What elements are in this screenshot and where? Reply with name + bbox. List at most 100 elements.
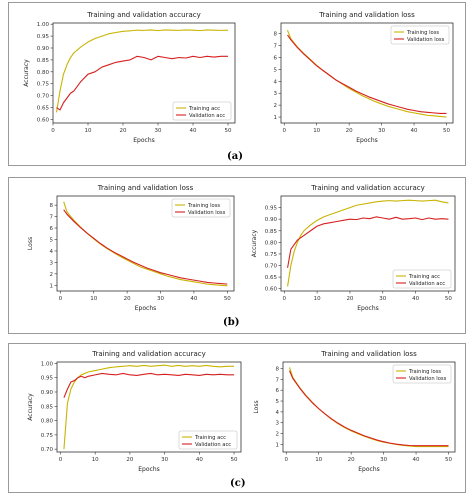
x-tick-label: 40: [196, 457, 203, 463]
chart-title: Training and validation loss: [318, 11, 415, 19]
y-axis-label: Loss: [27, 237, 34, 250]
legend-label: Training loss: [187, 203, 220, 209]
chart-title: Training and validation loss: [97, 184, 194, 192]
y-tick-label: 0.65: [265, 275, 278, 281]
x-tick-label: 10: [90, 296, 97, 302]
y-tick-label: 0.85: [41, 404, 54, 410]
x-tick-label: 50: [445, 296, 452, 302]
x-tick-label: 10: [313, 128, 320, 134]
panel-label-c: (c): [230, 478, 246, 489]
x-tick-label: 50: [443, 128, 450, 134]
legend-label: Training loss: [406, 30, 439, 36]
panel-label-a: (a): [227, 151, 243, 162]
y-tick-label: 4: [50, 249, 54, 255]
x-tick-label: 10: [85, 128, 92, 134]
x-tick-label: 40: [411, 128, 418, 134]
legend-box: [392, 364, 452, 384]
y-tick-label: 0.75: [41, 433, 54, 439]
y-tick-label: 0.80: [41, 419, 54, 425]
y-tick-label: 0.70: [37, 94, 50, 100]
y-tick-label: 4: [276, 410, 280, 416]
legend-label: Validation loss: [407, 37, 445, 43]
y-tick-label: 0.90: [41, 390, 54, 396]
series-line-training-acc: [287, 199, 449, 287]
chart-title: Training and validation accuracy: [310, 184, 425, 192]
legend-label: Validation loss: [409, 376, 447, 382]
y-axis-label: Accuracy: [27, 393, 34, 421]
x-tick-label: 50: [225, 128, 232, 134]
series-line-validation-acc: [287, 216, 449, 268]
chart-title: Training and validation loss: [320, 350, 417, 358]
x-axis-label: Epochs: [133, 137, 155, 144]
panel-c: Training and validation accuracy 0 10 20 30 4…: [8, 343, 466, 493]
x-tick-label: 30: [157, 296, 164, 302]
y-tick-label: 2: [276, 432, 280, 438]
y-tick-label: 0.60: [37, 117, 50, 123]
legend-box: [178, 430, 238, 450]
y-tick-label: 2: [50, 272, 54, 278]
legend-label: Training acc: [194, 435, 226, 441]
panel-a: Training and validation accuracy 0 10 20 30 4…: [8, 2, 466, 166]
y-tick-label: 0.95: [37, 34, 50, 40]
x-tick-label: 20: [346, 128, 353, 134]
legend-box: [172, 101, 232, 121]
y-tick-label: 0.75: [265, 252, 278, 258]
x-tick-label: 20: [124, 296, 131, 302]
y-tick-label: 3: [50, 260, 54, 266]
plot-frame: [280, 22, 454, 124]
y-tick-label: 8: [274, 32, 278, 38]
y-tick-label: 8: [276, 367, 280, 373]
x-tick-label: 20: [120, 128, 127, 134]
y-tick-label: 1: [274, 115, 278, 121]
loss-chart-b: Training and validation loss 0 10 20 30 40 50 1…: [27, 184, 235, 312]
y-tick-label: 1.00: [41, 361, 54, 367]
x-axis-label: Epochs: [358, 466, 380, 473]
legend-box: [392, 269, 452, 289]
y-tick-label: 0.90: [37, 46, 50, 52]
y-tick-label: 1: [276, 442, 280, 448]
accuracy-chart-c: Training and validation accuracy 0 10 20 30 4…: [27, 350, 242, 473]
legend-label: Training acc: [408, 274, 440, 280]
x-tick-label: 10: [315, 457, 322, 463]
legend-box: [390, 25, 450, 45]
x-tick-label: 30: [161, 457, 168, 463]
plot-frame: [56, 361, 242, 453]
y-tick-label: 5: [50, 237, 54, 243]
x-tick-label: 20: [346, 296, 353, 302]
x-axis-label: Epochs: [138, 466, 160, 473]
x-tick-label: 40: [413, 457, 420, 463]
series-line-validation-loss: [287, 34, 447, 115]
y-tick-label: 6: [276, 388, 280, 394]
y-tick-label: 4: [274, 79, 278, 85]
y-tick-label: 0.95: [41, 376, 54, 382]
panel-label-b: (b): [223, 317, 240, 328]
y-tick-label: 0.85: [265, 229, 278, 235]
legend-label: Validation acc: [409, 281, 445, 287]
y-tick-label: 3: [276, 421, 280, 427]
y-tick-label: 5: [276, 399, 280, 405]
loss-chart-c: Training and validation loss 0 10 20 30 40 50 1…: [253, 350, 456, 473]
x-tick-label: 50: [224, 296, 231, 302]
x-tick-label: 10: [314, 296, 321, 302]
y-tick-label: 0.80: [37, 70, 50, 76]
series-line-validation-loss: [63, 209, 228, 285]
legend-label: Validation acc: [189, 113, 225, 119]
y-tick-label: 6: [50, 226, 54, 232]
x-tick-label: 30: [378, 128, 385, 134]
series-line-validation-acc: [63, 372, 235, 398]
y-tick-label: 0.90: [265, 217, 278, 223]
legend-label: Validation acc: [195, 442, 231, 448]
y-tick-label: 7: [276, 377, 280, 383]
x-axis-label: Epochs: [356, 137, 378, 144]
chart-title: Training and validation accuracy: [91, 350, 206, 358]
series-line-validation-loss: [288, 370, 449, 447]
legend-label: Validation loss: [188, 210, 226, 216]
x-tick-label: 30: [155, 128, 162, 134]
legend-label: Training acc: [188, 106, 220, 112]
y-axis-label: Accuracy: [251, 229, 258, 257]
panel-b: Training and validation loss 0 10 20 30 40 50 1…: [8, 177, 466, 334]
y-tick-label: 0.80: [265, 240, 278, 246]
loss-chart-a: Training and validation loss 0 10 20 30 40 50 1…: [274, 11, 454, 144]
y-tick-label: 0.60: [265, 287, 278, 293]
plot-frame: [56, 195, 235, 292]
